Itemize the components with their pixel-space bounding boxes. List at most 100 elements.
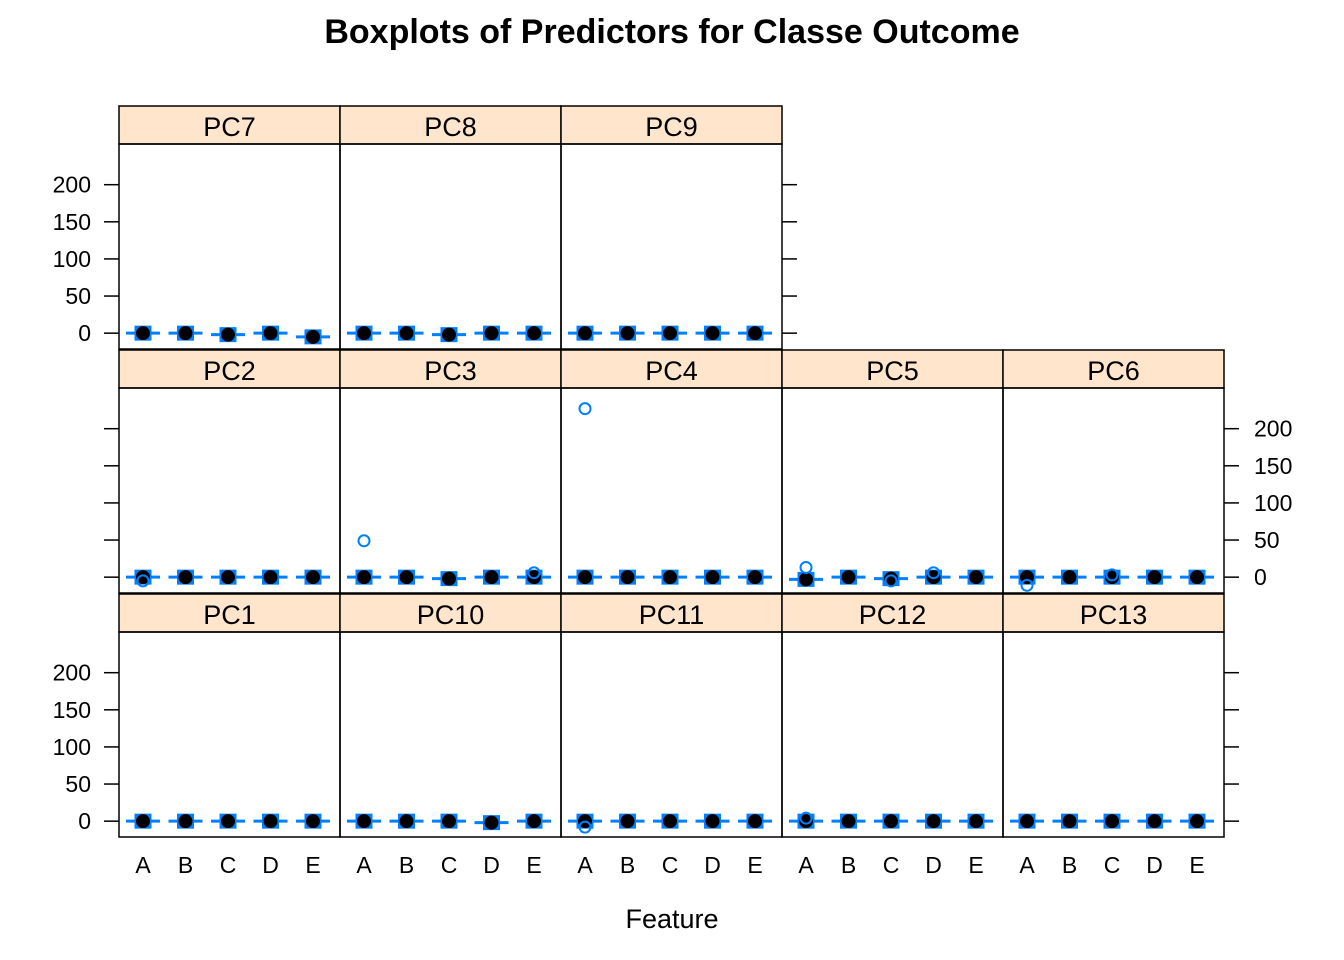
panel-strip [560, 593, 783, 633]
x-tick-label: E [968, 852, 983, 878]
x-tick-label: C [883, 852, 900, 878]
box-median [663, 326, 677, 341]
panel-frame [560, 143, 783, 350]
x-tick-label: C [441, 852, 458, 878]
panel-strip-label: PC10 [417, 600, 485, 630]
x-tick-label: E [526, 852, 541, 878]
panel-strip-label: PC1 [203, 600, 256, 630]
panel-strip [118, 593, 341, 633]
x-tick-label: B [620, 852, 635, 878]
box-median [926, 570, 941, 585]
x-tick-label: E [305, 852, 320, 878]
panel-frame [118, 631, 341, 838]
box-median [969, 814, 983, 829]
panel-frame [339, 143, 562, 350]
panel-strip-label: PC12 [859, 600, 927, 630]
box-median [841, 570, 856, 585]
box-median [969, 570, 983, 585]
box-median [799, 814, 813, 829]
panel-strip-label: PC9 [645, 112, 698, 142]
box-median [1147, 570, 1162, 585]
box-median [884, 571, 898, 586]
box-median [263, 814, 278, 829]
x-tick-label: C [1104, 852, 1121, 878]
box-median [306, 814, 320, 829]
box-median [1020, 814, 1034, 829]
panel-pc5: PC5 [781, 349, 1004, 594]
x-tick-label: B [178, 852, 193, 878]
box-median [1105, 570, 1119, 585]
box-median [748, 814, 762, 829]
outlier-point [1020, 578, 1034, 592]
panel-strip [560, 105, 783, 145]
y-tick-label: 150 [1254, 453, 1292, 479]
panel-pc8: PC8 [339, 105, 562, 350]
panel-pc3: PC3 [339, 349, 562, 594]
y-tick-label: 50 [65, 283, 91, 309]
outlier-point [357, 534, 371, 548]
box-median [799, 572, 813, 587]
box-median [663, 814, 677, 829]
panel-strip-label: PC7 [203, 112, 256, 142]
box-median [527, 814, 541, 829]
panel-strip-label: PC8 [424, 112, 477, 142]
box-median [399, 570, 414, 585]
box-median [221, 327, 235, 342]
panel-strip-label: PC5 [866, 356, 919, 386]
box-median [884, 814, 898, 829]
box-median [926, 814, 941, 829]
outlier-point [136, 574, 150, 588]
panel-pc9: PC9 [560, 105, 797, 350]
y-tick-label: 200 [53, 660, 91, 686]
panel-pc11: PC11 A B C D E [560, 593, 783, 878]
box-median [620, 570, 635, 585]
x-tick-label: D [704, 852, 721, 878]
panel-frame [339, 387, 562, 594]
box-median [357, 814, 371, 829]
box-median [484, 326, 499, 341]
x-tick-label: D [262, 852, 279, 878]
outlier-point [1105, 568, 1119, 582]
outlier-point [884, 574, 898, 588]
outlier-point [578, 402, 592, 416]
y-tick-label: 0 [78, 320, 91, 346]
box-median [1190, 814, 1204, 829]
box-median [484, 570, 499, 585]
box-median [527, 326, 541, 341]
panel-strip-label: PC3 [424, 356, 477, 386]
box-median [399, 814, 414, 829]
y-tick-label: 100 [1254, 490, 1292, 516]
box-median [357, 570, 371, 585]
x-tick-label: B [399, 852, 414, 878]
box-median [178, 814, 193, 829]
panel-frame [560, 387, 783, 594]
box-median [578, 570, 592, 585]
panel-pc10: PC10 A B C D E [339, 593, 562, 878]
box-median [841, 814, 856, 829]
box-median [442, 814, 456, 829]
x-tick-label: E [747, 852, 762, 878]
box-median [136, 326, 150, 341]
panel-frame [118, 143, 341, 350]
box-median [663, 570, 677, 585]
x-tick-label: A [577, 852, 593, 878]
panel-pc6: PC6 0 50 100 150 200 [1002, 349, 1292, 594]
panel-pc12: PC12 A B C D E [781, 593, 1004, 878]
box-median [221, 570, 235, 585]
y-tick-label: 150 [53, 209, 91, 235]
box-median [399, 326, 414, 341]
panel-strip-label: PC6 [1087, 356, 1140, 386]
panel-strip-label: PC4 [645, 356, 698, 386]
x-tick-label: A [1019, 852, 1035, 878]
panel-frame [560, 631, 783, 838]
box-median [136, 570, 150, 585]
box-median [578, 326, 592, 341]
panel-pc4: PC4 [560, 349, 783, 594]
box-median [748, 326, 762, 341]
panel-strip [1002, 349, 1225, 389]
x-tick-label: D [483, 852, 500, 878]
box-median [442, 327, 456, 342]
panel-strip-label: PC2 [203, 356, 256, 386]
